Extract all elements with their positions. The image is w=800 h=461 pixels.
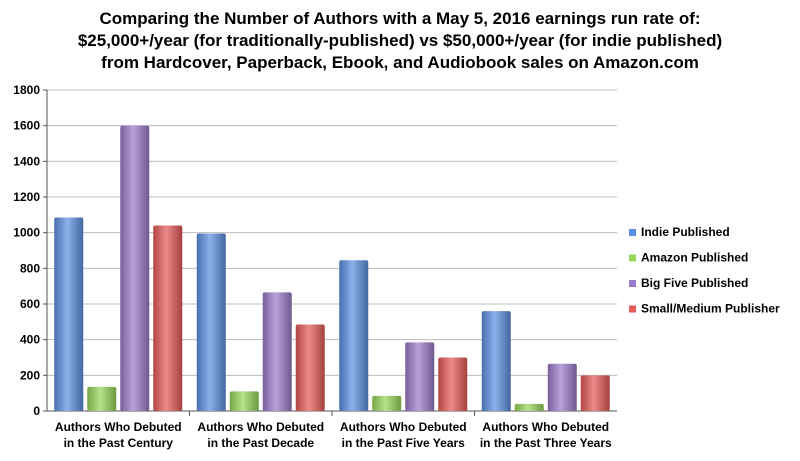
y-tick-label: 200 <box>20 368 40 382</box>
y-tick-label: 0 <box>33 404 40 418</box>
bar <box>514 403 544 411</box>
x-tick-label: Authors Who Debuted <box>197 420 324 434</box>
y-tick-label: 1800 <box>13 83 40 97</box>
bar <box>405 342 435 411</box>
y-tick-label: 400 <box>20 333 40 347</box>
x-tick-label: in the Past Three Years <box>480 436 612 450</box>
bar <box>87 386 117 411</box>
legend-swatch <box>629 280 636 287</box>
bar <box>54 217 84 411</box>
bar <box>229 391 259 411</box>
x-tick-label: Authors Who Debuted <box>482 420 609 434</box>
legend-swatch <box>629 254 636 262</box>
x-tick-label: Authors Who Debuted <box>55 420 182 434</box>
x-tick-label: in the Past Five Years <box>342 436 466 450</box>
legend-label: Big Five Published <box>641 276 748 290</box>
legend-label: Small/Medium Publisher <box>641 302 780 316</box>
bar <box>547 363 577 411</box>
legend-swatch <box>629 229 636 236</box>
x-tick-label: Authors Who Debuted <box>340 420 467 434</box>
legend-swatch <box>629 305 636 313</box>
chart-title-line-2: $25,000+/year (for traditionally-publish… <box>77 31 723 50</box>
y-tick-label: 600 <box>20 297 40 311</box>
legend-label: Indie Published <box>641 225 730 239</box>
x-tick-label: in the Past Decade <box>207 436 314 450</box>
y-tick-label: 1200 <box>13 190 40 204</box>
chart-title-line-1: Comparing the Number of Authors with a M… <box>99 9 701 28</box>
y-tick-label: 1600 <box>13 119 40 133</box>
chart-title-line-3: from Hardcover, Paperback, Ebook, and Au… <box>101 53 699 72</box>
y-tick-label: 800 <box>20 261 40 275</box>
bar <box>262 292 292 411</box>
bar <box>153 225 183 411</box>
bar <box>120 125 150 412</box>
bar <box>580 375 610 411</box>
bar <box>481 311 511 411</box>
bar <box>196 233 226 411</box>
y-tick-label: 1000 <box>13 226 40 240</box>
x-tick-label: in the Past Century <box>64 436 174 450</box>
bar <box>372 395 402 411</box>
bar <box>295 324 325 411</box>
y-tick-label: 1400 <box>13 154 40 168</box>
bar <box>339 260 369 411</box>
chart-title: Comparing the Number of Authors with a M… <box>0 8 800 74</box>
legend-label: Amazon Published <box>641 251 748 265</box>
bar <box>438 357 468 411</box>
